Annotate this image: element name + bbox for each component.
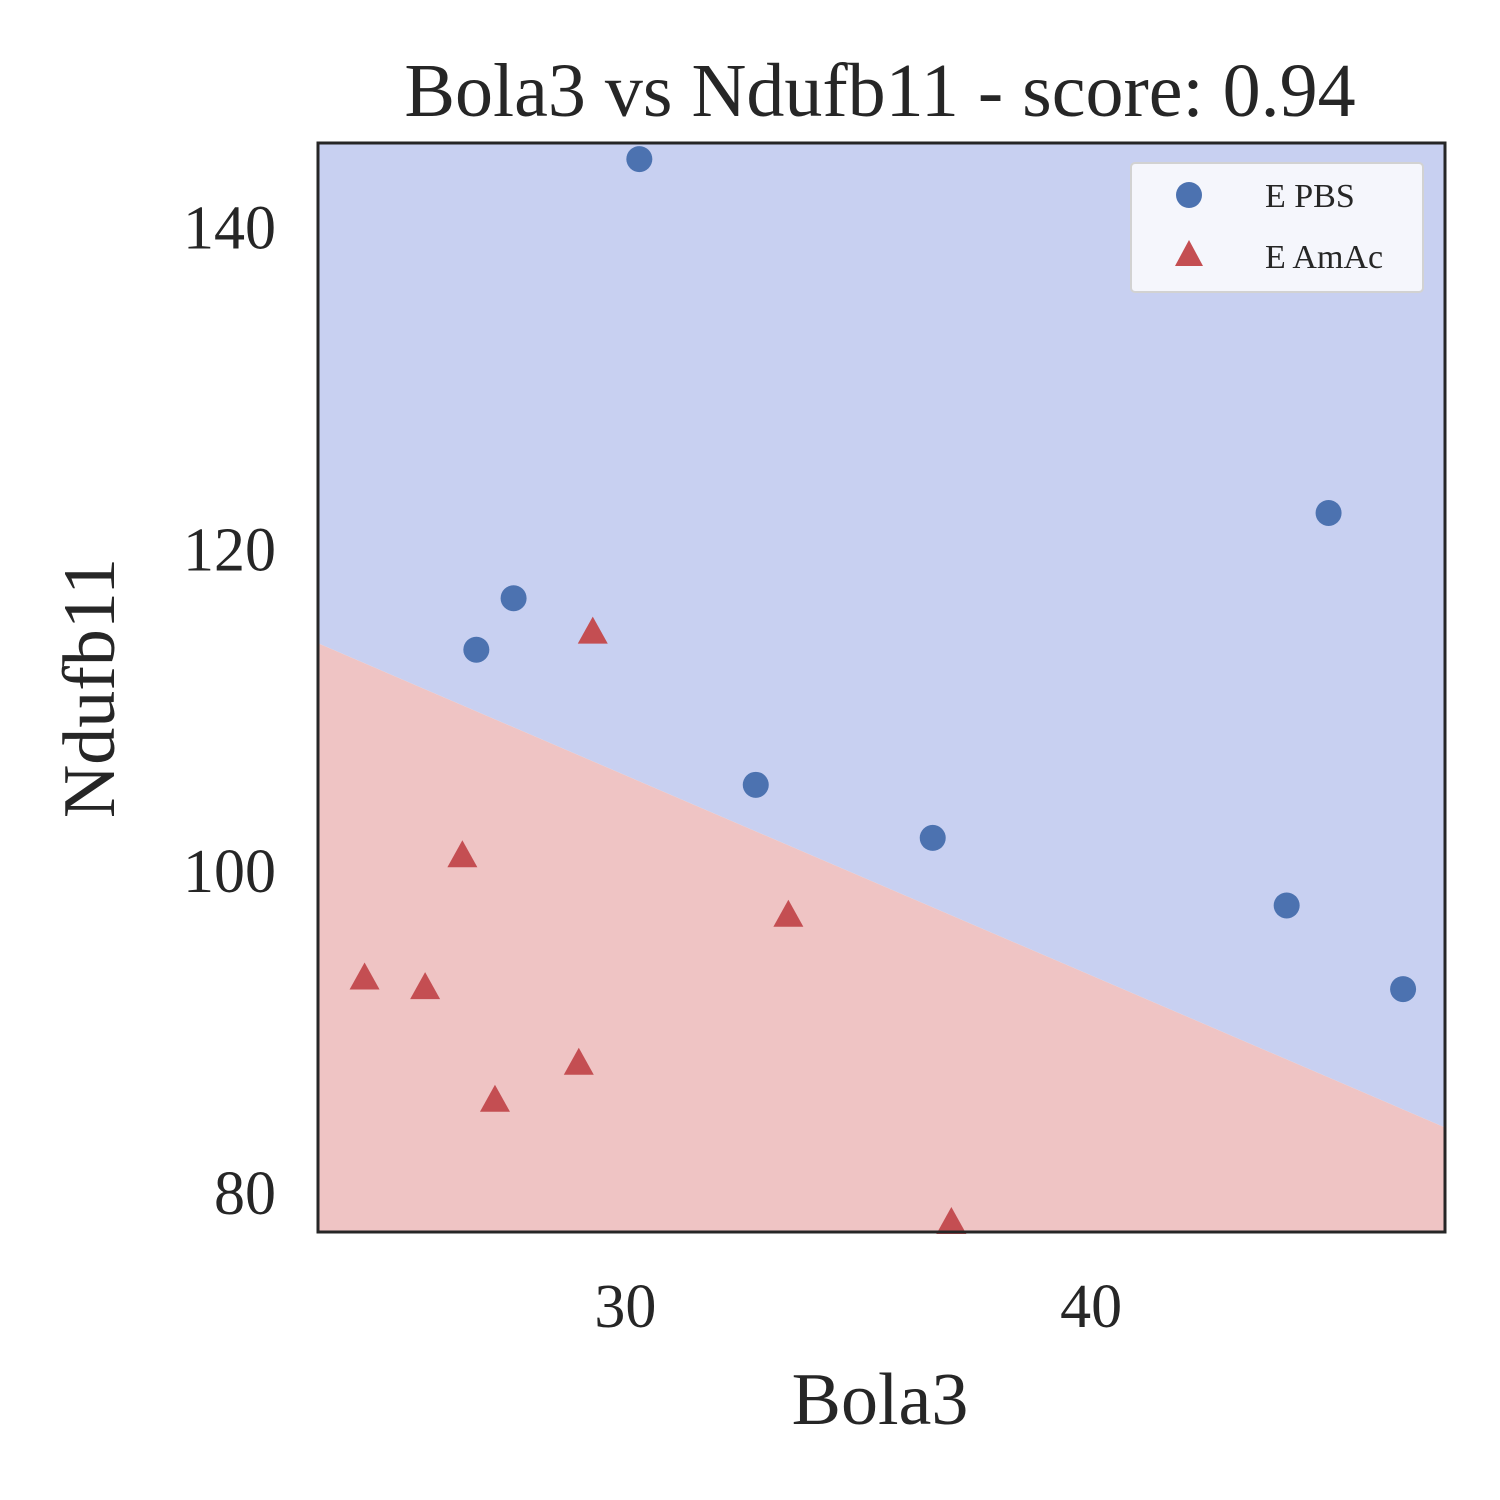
y-tick-label: 80	[214, 1160, 276, 1228]
point-e-amac-5	[563, 1047, 594, 1075]
x-axis-label: Bola3	[792, 1359, 969, 1441]
legend-circle-icon	[1176, 182, 1202, 208]
x-axis-ticks: 30 40	[594, 1273, 1122, 1341]
point-e-pbs-2	[463, 636, 490, 663]
legend: E PBS E AmAc	[1130, 162, 1424, 293]
point-e-pbs-6	[1315, 499, 1342, 526]
point-e-pbs-7	[1390, 976, 1417, 1003]
y-tick-label: 100	[183, 838, 276, 906]
x-tick-label: 40	[1060, 1273, 1122, 1341]
point-e-amac-6	[479, 1084, 510, 1112]
point-e-pbs-1	[500, 585, 527, 612]
x-tick-label: 30	[594, 1273, 656, 1341]
point-e-amac-2	[773, 899, 804, 927]
point-e-pbs-0	[626, 146, 653, 173]
point-e-pbs-3	[742, 771, 769, 798]
decision-regions	[318, 143, 1445, 1232]
point-e-amac-1	[447, 840, 478, 868]
legend-label-e-amac: E AmAc	[1265, 239, 1383, 276]
y-axis-ticks: 80 100 120 140	[183, 195, 276, 1228]
point-e-amac-4	[410, 972, 441, 1000]
region-e-amac	[318, 643, 1445, 1232]
y-axis-label: Ndufb11	[49, 558, 131, 818]
plot-frame	[316, 141, 1447, 1234]
point-e-amac-0	[577, 616, 608, 644]
data-points	[349, 146, 1417, 1234]
y-tick-label: 140	[183, 195, 276, 263]
y-tick-label: 120	[183, 516, 276, 584]
legend-triangle-icon	[1175, 240, 1203, 266]
legend-label-e-pbs: E PBS	[1265, 178, 1355, 215]
point-e-pbs-5	[1273, 892, 1300, 919]
point-e-amac-3	[349, 962, 380, 990]
region-e-pbs	[318, 143, 1445, 1128]
point-e-pbs-4	[919, 824, 946, 851]
point-e-amac-7	[936, 1206, 967, 1234]
legend-box	[1130, 162, 1424, 293]
chart-title: Bola3 vs Ndufb11 - score: 0.94	[404, 49, 1355, 133]
